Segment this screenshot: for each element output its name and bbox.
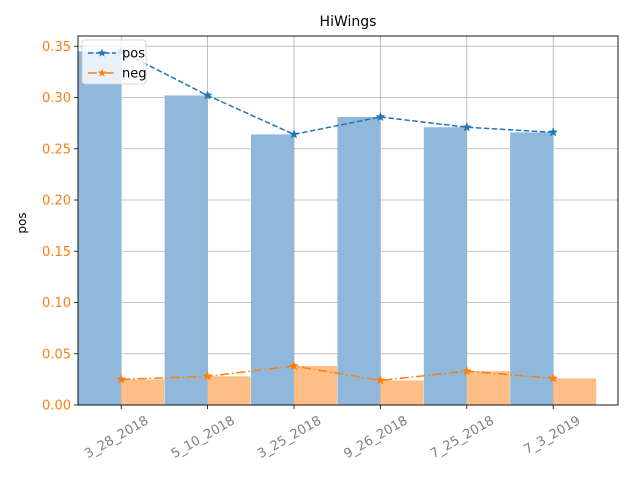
- neg-point: [548, 373, 559, 383]
- legend-pos-label: pos: [122, 47, 145, 62]
- legend-neg-label: neg: [122, 67, 147, 82]
- neg-line: [121, 365, 554, 382]
- pos-point: [375, 111, 386, 122]
- legend-pos-marker: [97, 48, 107, 57]
- y-tick-label: 0.05: [42, 347, 71, 362]
- pos-bar: [164, 95, 208, 405]
- neg-point: [289, 360, 299, 371]
- pos-point: [461, 122, 472, 132]
- pos-point: [548, 127, 559, 137]
- x-tick-label: 7_25_2018: [428, 413, 497, 461]
- pos-bar: [423, 127, 467, 405]
- pos-line: [120, 50, 554, 136]
- neg-bar: [380, 380, 424, 405]
- pos-point: [202, 90, 213, 100]
- legend-box: [81, 39, 147, 85]
- y-tick-label: 0.15: [42, 245, 71, 260]
- y-tick-label: 0.30: [42, 91, 71, 106]
- pos-bar: [78, 51, 122, 405]
- neg-bar: [207, 376, 251, 405]
- pos-bar: [337, 116, 381, 405]
- y-tick-label: 0.10: [42, 296, 71, 311]
- y-tick-label: 0.35: [42, 40, 71, 55]
- neg-point: [202, 371, 213, 381]
- y-tick-label: 0.20: [42, 194, 71, 209]
- plot-frame: [77, 35, 619, 406]
- x-tick-label: 5_10_2018: [169, 413, 238, 461]
- x-tick-label: 3_28_2018: [82, 413, 151, 461]
- neg-point: [375, 375, 386, 385]
- y-tick-label: 0.25: [42, 142, 71, 157]
- pos-bar: [251, 134, 294, 405]
- neg-bar: [294, 366, 337, 405]
- neg-point: [461, 365, 472, 376]
- neg-bar: [121, 379, 165, 405]
- pos-bar: [510, 132, 554, 405]
- neg-bar: [466, 371, 510, 405]
- neg-point: [116, 374, 127, 384]
- y-axis-label: pos: [15, 212, 29, 233]
- pos-point: [289, 129, 299, 139]
- bars-layer: [78, 51, 597, 405]
- x-tick-label: 9_26_2018: [341, 413, 410, 461]
- legend-neg-marker: [97, 68, 107, 77]
- axes-layer: [77, 35, 619, 406]
- legend: pos neg: [81, 39, 147, 85]
- x-tick-label: 3_25_2018: [255, 413, 324, 461]
- y-tick-label: 0.00: [42, 399, 71, 414]
- neg-bar: [553, 378, 597, 405]
- x-tick-label: 7_3_2019: [521, 413, 583, 457]
- chart-title: HiWings: [320, 14, 377, 30]
